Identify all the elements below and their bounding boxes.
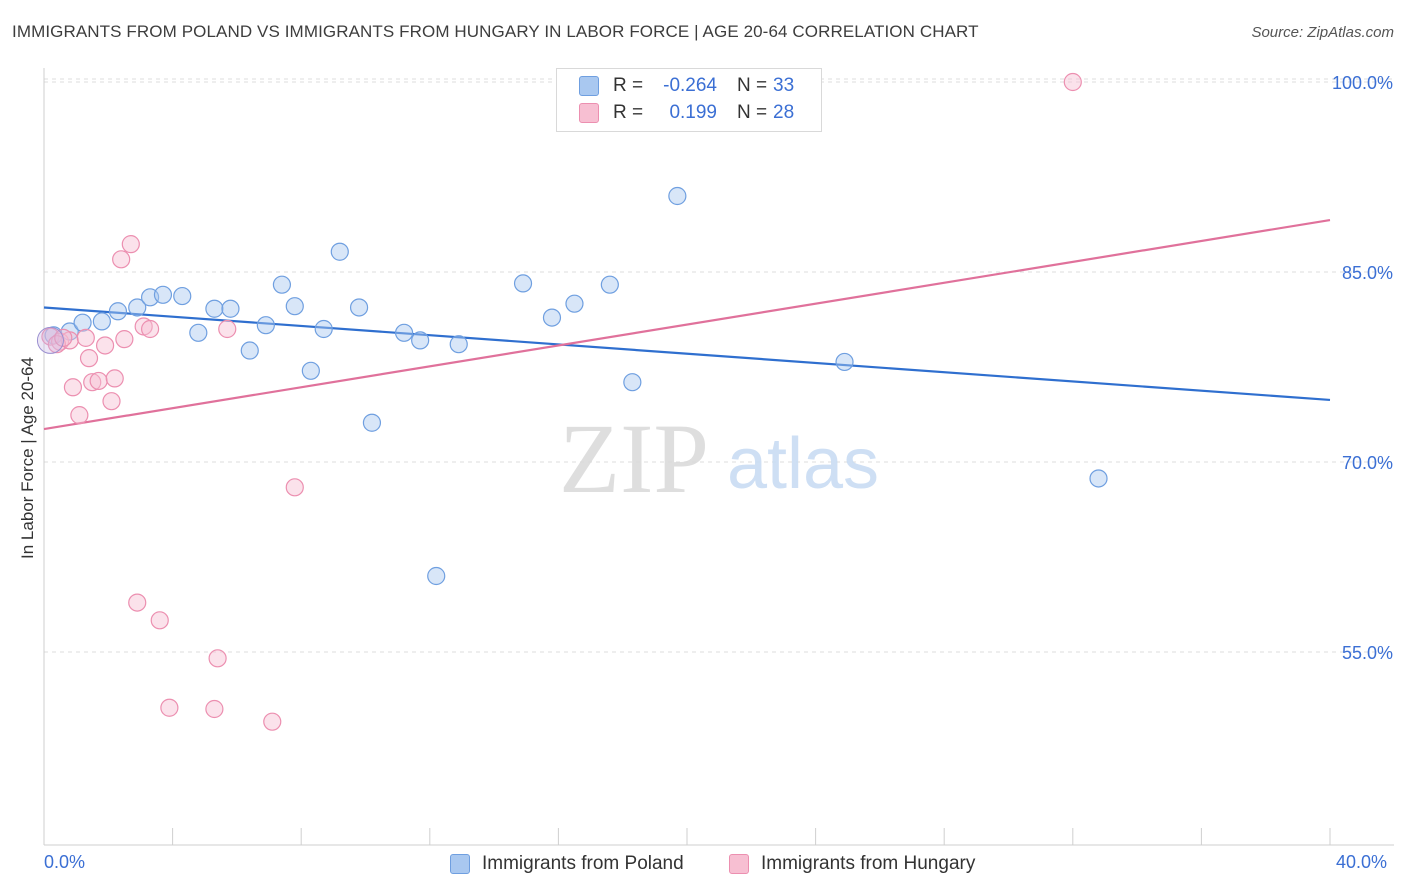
point-hungary <box>208 649 227 668</box>
point-hungary <box>115 330 134 349</box>
point-cluster <box>36 326 64 354</box>
point-poland <box>600 275 619 294</box>
point-poland <box>272 275 292 294</box>
watermark-atlas: atlas <box>727 424 879 504</box>
y-tick-label: 85.0% <box>1342 263 1393 283</box>
point-poland <box>301 361 320 380</box>
point-hungary <box>76 328 95 347</box>
legend-row-hungary: R = 0.199 N = 28 <box>579 100 794 126</box>
watermark: ZIP atlas <box>559 403 879 514</box>
point-poland <box>314 319 333 339</box>
point-hungary <box>63 378 83 397</box>
legend-n-value: 33 <box>773 75 795 96</box>
point-poland <box>623 373 642 392</box>
point-poland <box>835 352 854 372</box>
legend-r-value: 0.199 <box>669 102 717 123</box>
series-legend-label: Immigrants from Poland <box>482 853 684 874</box>
trend-lines <box>43 218 1331 431</box>
point-poland <box>205 299 224 318</box>
point-hungary <box>105 369 124 388</box>
y-tick-label: 100.0% <box>1332 73 1393 93</box>
legend-row-poland: R = -0.264 N = 33 <box>579 73 794 99</box>
point-poland <box>221 299 240 318</box>
point-poland <box>256 316 275 335</box>
legend-swatch-poland <box>579 76 599 96</box>
series-swatch-poland <box>450 854 470 874</box>
x-tick-label-max: 40.0% <box>1336 852 1388 872</box>
data-points <box>36 72 1108 731</box>
point-poland <box>240 341 259 360</box>
legend-r-value: -0.264 <box>663 75 717 96</box>
point-poland <box>189 323 208 342</box>
y-tick-label: 70.0% <box>1342 453 1393 473</box>
point-poland <box>108 302 128 321</box>
point-hungary <box>83 373 102 392</box>
legend-n-label: N = <box>737 102 768 123</box>
point-hungary <box>218 319 237 339</box>
point-poland <box>92 312 111 331</box>
stats-legend: R = -0.264 N = 33 R = 0.199 N = 28 <box>556 68 822 132</box>
point-poland <box>153 285 173 304</box>
point-poland <box>330 242 349 261</box>
y-tick-label: 55.0% <box>1342 643 1393 663</box>
legend-r-label: R = <box>613 102 644 123</box>
point-hungary <box>70 406 89 425</box>
point-poland <box>411 331 430 350</box>
y-tick-labels: 55.0% 70.0% 85.0% 100.0% <box>1332 73 1393 663</box>
point-poland <box>427 566 446 586</box>
point-hungary <box>121 235 140 254</box>
point-hungary <box>128 593 147 612</box>
point-hungary <box>89 371 108 391</box>
y-axis-label: In Labor Force | Age 20-64 <box>18 357 37 559</box>
point-poland <box>668 186 687 206</box>
point-hungary <box>140 319 160 339</box>
point-poland <box>1089 469 1108 488</box>
point-hungary <box>205 699 224 719</box>
point-hungary <box>285 478 304 497</box>
point-poland <box>394 323 414 342</box>
point-poland <box>542 308 562 327</box>
point-poland <box>349 298 369 317</box>
point-poland <box>285 297 304 316</box>
point-poland <box>73 313 92 332</box>
point-hungary <box>1063 72 1082 92</box>
point-poland <box>513 274 533 293</box>
axes <box>43 68 1394 846</box>
point-hungary <box>41 327 60 346</box>
trend-line-poland <box>43 306 1331 402</box>
trend-line-hungary <box>43 218 1331 431</box>
point-hungary <box>150 611 169 630</box>
watermark-zip: ZIP <box>559 403 709 514</box>
legend-r-label: R = <box>613 75 644 96</box>
series-swatch-hungary <box>729 854 749 874</box>
point-hungary <box>112 250 131 269</box>
point-poland <box>173 286 192 306</box>
point-hungary <box>263 712 282 731</box>
series-legend-hungary: Immigrants from Hungary <box>729 852 975 876</box>
point-hungary <box>79 349 99 368</box>
grid-lines <box>44 78 1394 653</box>
x-tick-label-min: 0.0% <box>44 852 86 872</box>
legend-swatch-hungary <box>579 103 599 123</box>
legend-n-value: 28 <box>773 102 795 123</box>
point-poland <box>128 298 147 317</box>
point-poland <box>565 294 584 313</box>
series-legend-label: Immigrants from Hungary <box>761 853 976 874</box>
point-hungary <box>95 336 115 355</box>
point-poland <box>362 413 382 432</box>
chart-title: IMMIGRANTS FROM POLAND VS IMMIGRANTS FRO… <box>12 22 979 41</box>
chart-source: Source: ZipAtlas.com <box>1251 24 1394 41</box>
point-hungary <box>102 392 121 411</box>
legend-n-label: N = <box>737 75 768 96</box>
point-hungary <box>160 698 179 717</box>
point-poland <box>449 335 468 354</box>
series-legend-poland: Immigrants from Poland <box>450 852 684 876</box>
